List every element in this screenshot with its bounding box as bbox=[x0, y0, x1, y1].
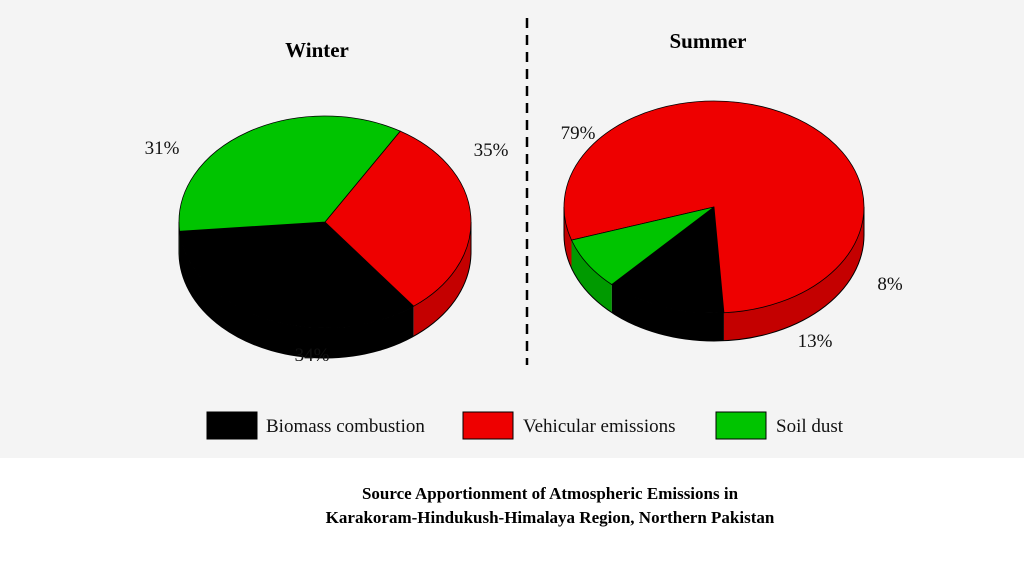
pct-label-vehicular-emissions: 31% bbox=[145, 138, 180, 159]
pie-slice-soil-dust bbox=[570, 206, 715, 286]
pie-rim-outline bbox=[563, 207, 865, 342]
legend-label-biomass-combustion: Biomass combustion bbox=[266, 416, 425, 437]
pie-slice-soil-dust bbox=[178, 115, 401, 232]
legend: Biomass combustion Vehicular emissions Soi… bbox=[206, 411, 844, 440]
summer-pie-chart: Summer 13% 79% 8% bbox=[561, 29, 903, 352]
pie-charts-figure: Winter 34% 31% 35% Summer 13% 79% 8% Biomass c… bbox=[145, 18, 903, 440]
pie-side-soil-dust bbox=[571, 240, 612, 313]
winter-pie-chart: Winter 34% 31% 35% bbox=[145, 38, 509, 366]
caption-line-2: Karakoram-Hindukush-Himalaya Region, Nor… bbox=[325, 508, 775, 527]
pct-label-biomass-combustion: 34% bbox=[295, 345, 330, 366]
pie-rim-outline bbox=[178, 222, 472, 359]
pct-label-soil-dust: 35% bbox=[474, 140, 509, 161]
legend-swatch-biomass-combustion bbox=[206, 411, 258, 440]
pie-title: Winter bbox=[285, 38, 349, 62]
pct-label-biomass-combustion: 13% bbox=[798, 331, 833, 352]
legend-label-vehicular-emissions: Vehicular emissions bbox=[523, 416, 676, 437]
pie-slice-biomass-combustion bbox=[179, 221, 415, 329]
pie-side-vehicular-emissions bbox=[723, 207, 864, 341]
figure-caption: Source Apportionment of Atmospheric Emis… bbox=[0, 482, 1024, 530]
pie-side-vehicular-emissions bbox=[413, 222, 471, 337]
pie-side-biomass-combustion bbox=[179, 231, 414, 358]
legend-swatch-vehicular-emissions bbox=[462, 411, 514, 440]
pie-slice-biomass-combustion bbox=[611, 206, 725, 314]
legend-swatch-soil-dust bbox=[715, 411, 767, 440]
pie-side-vehicular-emissions bbox=[564, 207, 572, 269]
pct-label-soil-dust: 8% bbox=[877, 274, 903, 295]
caption-line-1: Source Apportionment of Atmospheric Emis… bbox=[361, 484, 739, 503]
pct-label-vehicular-emissions: 79% bbox=[561, 123, 596, 144]
pie-slice-vehicular-emissions bbox=[324, 130, 472, 307]
legend-label-soil-dust: Soil dust bbox=[776, 416, 844, 437]
pie-title: Summer bbox=[670, 29, 747, 53]
